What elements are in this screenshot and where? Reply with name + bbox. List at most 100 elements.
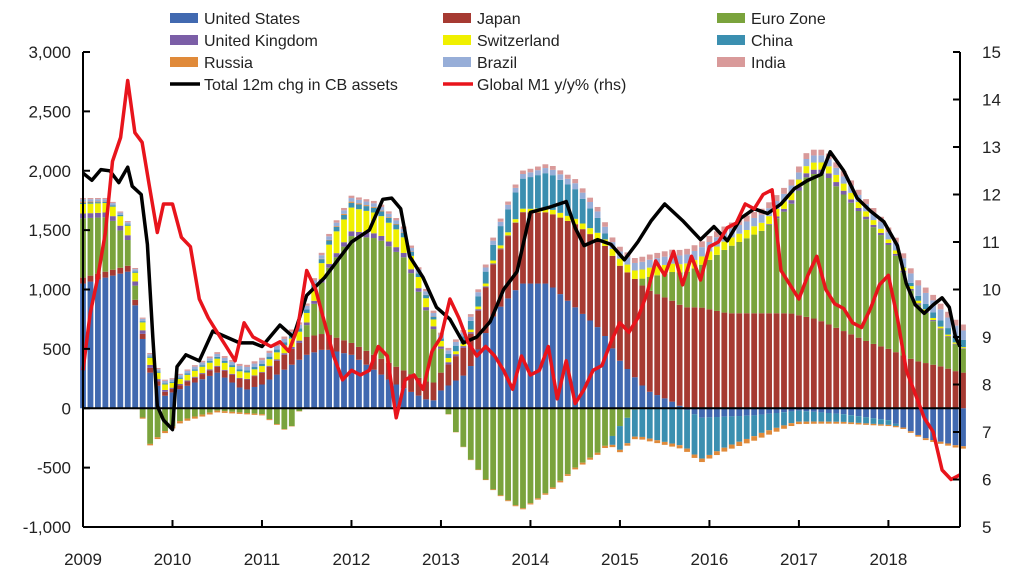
bar-month-51: [460, 330, 466, 447]
bar-segment-brazil: [267, 353, 273, 357]
bar-segment-india: [281, 337, 287, 339]
bar-segment-china: [781, 412, 787, 425]
bar-segment-brazil: [505, 205, 511, 209]
x-tick-label: 2014: [512, 550, 550, 569]
bar-segment-switzerland: [177, 379, 183, 384]
bar-segment-japan: [453, 356, 459, 380]
bar-segment-euro-zone: [751, 235, 757, 314]
bar-segment-switzerland: [207, 363, 213, 370]
bar-segment-united-states: [528, 284, 534, 409]
bar-segment-united-states: [520, 284, 526, 409]
bar-month-20: [229, 360, 235, 413]
bar-segment-china: [617, 426, 623, 450]
bar-segment-russia: [945, 443, 951, 445]
bar-segment-united-states: [95, 280, 101, 409]
bar-month-19: [222, 356, 228, 413]
bar-segment-switzerland: [826, 166, 832, 173]
bar-segment-switzerland: [88, 204, 94, 214]
bar-segment-united-states: [408, 392, 414, 408]
bar-segment-japan: [281, 355, 287, 370]
bar-segment-united-kingdom: [341, 242, 347, 246]
bar-segment-japan: [296, 343, 302, 360]
bar-segment-united-kingdom: [453, 354, 459, 356]
bar-segment-united-kingdom: [811, 170, 817, 174]
x-tick-label: 2016: [691, 550, 729, 569]
bar-segment-switzerland: [267, 359, 273, 366]
bar-segment-brazil: [393, 220, 399, 224]
bar-segment-china: [729, 416, 735, 444]
bar-segment-china: [602, 233, 608, 239]
bar-segment-switzerland: [199, 367, 205, 373]
bar-segment-united-kingdom: [475, 309, 481, 310]
bar-segment-united-states: [132, 305, 138, 408]
bar-month-114: [930, 295, 936, 442]
bar-segment-japan: [595, 239, 601, 327]
bar-segment-india: [766, 202, 772, 208]
bar-segment-china: [818, 412, 824, 421]
bar-month-63: [550, 166, 556, 489]
bar-segment-brazil: [222, 358, 228, 361]
bar-month-101: [833, 162, 839, 423]
bar-segment-united-kingdom: [789, 200, 795, 204]
bar-segment-united-states: [162, 396, 168, 409]
bar-segment-china: [662, 408, 668, 442]
bar-segment-euro-zone: [818, 174, 824, 321]
bar-segment-brazil: [110, 203, 116, 205]
bar-segment-russia: [356, 203, 362, 204]
legend-swatch: [717, 35, 745, 45]
bar-segment-united-kingdom: [110, 216, 116, 221]
bar-segment-switzerland: [468, 330, 474, 333]
bar-segment-euro-zone: [408, 273, 414, 374]
bar-segment-united-states: [274, 375, 280, 409]
bar-month-75: [639, 257, 645, 440]
bar-segment-russia: [326, 240, 332, 241]
bar-month-108: [886, 228, 892, 427]
bar-month-15: [192, 365, 198, 418]
bar-segment-india: [587, 198, 593, 202]
bar-segment-euro-zone: [147, 408, 153, 444]
bar-segment-united-states: [729, 408, 735, 416]
bar-month-103: [848, 180, 854, 424]
bar-segment-japan: [140, 334, 146, 339]
bar-segment-japan: [945, 369, 951, 409]
bar-segment-japan: [796, 315, 802, 408]
bar-segment-russia: [371, 207, 377, 208]
bar-month-23: [252, 361, 258, 415]
bar-segment-euro-zone: [587, 408, 593, 457]
bar-segment-switzerland: [95, 203, 101, 213]
bar-segment-brazil: [363, 202, 369, 206]
bar-segment-russia: [267, 419, 273, 420]
bar-segment-russia: [848, 422, 854, 424]
bar-segment-china: [140, 321, 146, 322]
bar-segment-euro-zone: [289, 408, 295, 426]
bar-segment-russia: [505, 500, 511, 501]
bar-segment-switzerland: [841, 184, 847, 191]
bar-segment-united-states: [319, 350, 325, 408]
bar-segment-japan: [550, 214, 556, 287]
bar-segment-china: [863, 417, 869, 423]
bar-segment-brazil: [490, 241, 496, 245]
bar-segment-brazil: [818, 155, 824, 162]
bar-segment-euro-zone: [803, 177, 809, 317]
legend-swatch: [443, 35, 471, 45]
legend-item-global-m1-y-y-rhs: Global M1 y/y% (rhs): [443, 77, 626, 94]
y-tick-label: 1,500: [28, 221, 71, 240]
bar-segment-india: [393, 218, 399, 220]
bar-segment-united-states: [654, 395, 660, 408]
bar-segment-russia: [393, 224, 399, 225]
bar-segment-united-states: [468, 366, 474, 408]
bar-segment-russia: [602, 446, 608, 448]
bar-segment-switzerland: [505, 232, 511, 235]
bar-segment-japan: [886, 349, 892, 408]
bar-segment-euro-zone: [550, 408, 556, 487]
bar-segment-united-kingdom: [930, 320, 936, 321]
bar-segment-china: [110, 205, 116, 206]
bar-month-30: [304, 303, 310, 408]
bar-segment-switzerland: [162, 384, 168, 390]
bar-segment-india: [349, 196, 355, 198]
bar-segment-china: [572, 189, 578, 219]
axes-layer: -1,000-50005001,0001,5002,0002,5003,0005…: [23, 43, 1001, 569]
bar-segment-india: [550, 166, 556, 170]
bar-segment-russia: [498, 495, 504, 496]
bar-segment-switzerland: [132, 273, 138, 282]
